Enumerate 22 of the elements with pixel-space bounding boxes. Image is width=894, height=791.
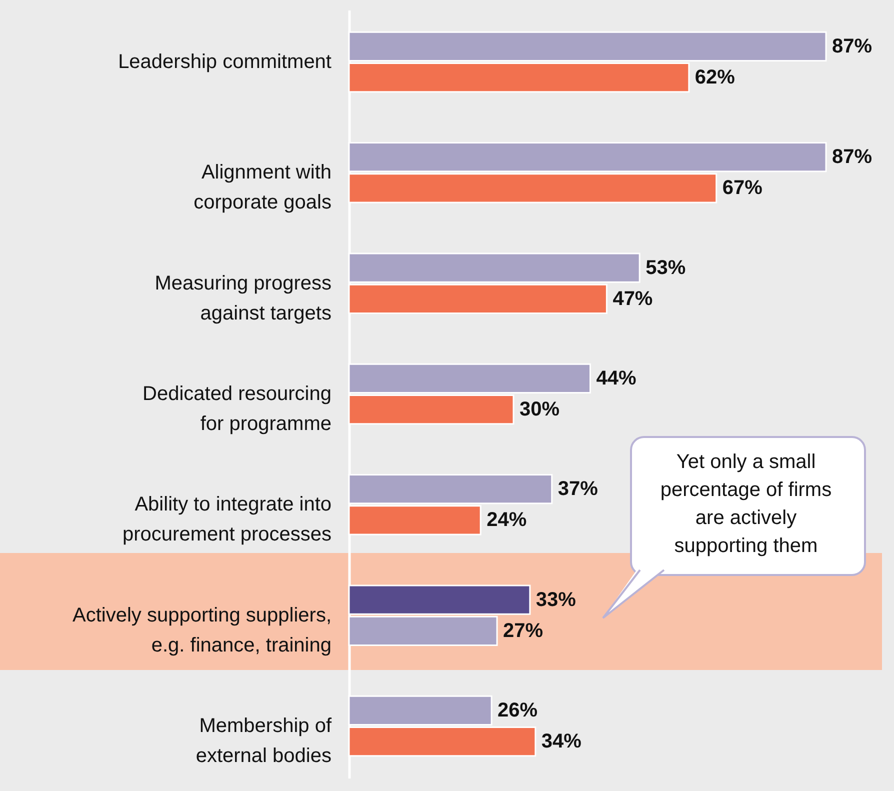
data-label: 67%: [722, 177, 763, 200]
data-label: 87%: [832, 146, 872, 168]
data-label: 44%: [596, 367, 636, 390]
y-tick-label: Leadership commitment: [118, 51, 332, 74]
data-label: 62%: [694, 66, 736, 89]
data-label: 37%: [558, 478, 598, 500]
y-tick-label: Measuring progress against targets: [154, 272, 332, 324]
data-label: 30%: [519, 398, 560, 421]
y-tick-label: Alignment with corporate goals: [194, 162, 332, 214]
y-tick-label: Membership of external bodies: [196, 714, 332, 767]
y-tick-label: Actively supporting suppliers, e.g. finance, training: [72, 604, 332, 656]
data-label: 26%: [498, 699, 538, 722]
y-tick-label: Dedicated resourcing for programme: [142, 383, 332, 435]
data-label: 87%: [832, 35, 872, 58]
data-label: 53%: [646, 256, 686, 279]
data-label: 24%: [486, 509, 527, 532]
annotation: Yet only a small percentage of firms are actively supporting them: [659, 450, 833, 559]
data-label: 47%: [612, 288, 653, 310]
data-label: 27%: [503, 620, 544, 642]
y-tick-label: Ability to integrate into procurement processes: [122, 494, 332, 546]
data-label: 33%: [536, 588, 576, 611]
data-label: 34%: [541, 730, 582, 753]
